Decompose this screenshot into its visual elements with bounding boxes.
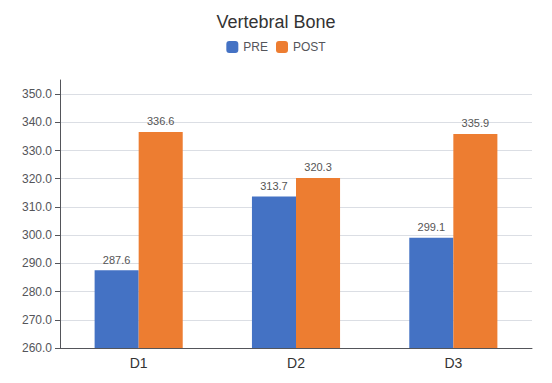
svg-text:320.0: 320.0 <box>22 172 52 186</box>
svg-text:D1: D1 <box>130 355 148 371</box>
svg-text:Vertebral Bone: Vertebral Bone <box>216 12 335 32</box>
svg-text:320.3: 320.3 <box>304 161 332 173</box>
svg-text:313.7: 313.7 <box>260 180 288 192</box>
svg-text:299.1: 299.1 <box>418 221 446 233</box>
svg-text:290.0: 290.0 <box>22 256 52 270</box>
svg-text:336.6: 336.6 <box>147 115 175 127</box>
svg-text:340.0: 340.0 <box>22 115 52 129</box>
svg-text:D3: D3 <box>444 355 462 371</box>
svg-text:D2: D2 <box>287 355 305 371</box>
svg-text:270.0: 270.0 <box>22 313 52 327</box>
svg-text:POST: POST <box>293 40 326 54</box>
svg-text:310.0: 310.0 <box>22 200 52 214</box>
svg-text:330.0: 330.0 <box>22 144 52 158</box>
svg-text:335.9: 335.9 <box>462 117 490 129</box>
svg-text:280.0: 280.0 <box>22 285 52 299</box>
svg-text:350.0: 350.0 <box>22 87 52 101</box>
svg-text:300.0: 300.0 <box>22 228 52 242</box>
svg-text:260.0: 260.0 <box>22 341 52 355</box>
svg-text:PRE: PRE <box>243 40 268 54</box>
svg-text:287.6: 287.6 <box>103 254 131 266</box>
